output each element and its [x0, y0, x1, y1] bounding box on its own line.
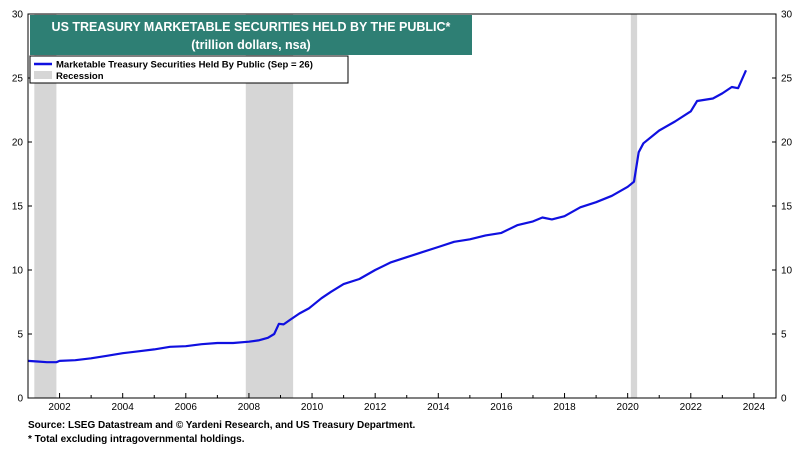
x-tick-label: 2022	[680, 402, 703, 413]
x-tick-label: 2006	[175, 402, 198, 413]
x-tick-label: 2004	[112, 402, 135, 413]
y-tick-label-left: 30	[12, 10, 24, 21]
recession-band	[630, 14, 638, 398]
x-tick-label: 2020	[617, 402, 640, 413]
x-tick-label: 2018	[553, 402, 576, 413]
recession-band	[34, 14, 57, 398]
y-tick-label-left: 10	[12, 266, 24, 277]
x-tick-label: 2002	[48, 402, 71, 413]
title-box: US TREASURY MARKETABLE SECURITIES HELD B…	[30, 15, 472, 55]
y-tick-label-right: 15	[781, 202, 793, 213]
y-tick-label-right: 25	[781, 74, 793, 85]
legend: Marketable Treasury Securities Held By P…	[29, 55, 349, 84]
y-tick-label-right: 10	[781, 266, 793, 277]
y-tick-label-left: 20	[12, 138, 24, 149]
y-tick-label-right: 20	[781, 138, 793, 149]
y-tick-label-right: 0	[781, 394, 787, 405]
x-tick-label: 2010	[301, 402, 324, 413]
chart-subtitle: (trillion dollars, nsa)	[191, 38, 310, 52]
x-tick-label: 2024	[743, 402, 766, 413]
series-line	[27, 69, 748, 364]
legend-label-series: Marketable Treasury Securities Held By P…	[56, 60, 313, 71]
y-tick-label-left: 0	[17, 394, 23, 405]
y-tick-label-left: 5	[17, 330, 23, 341]
title-background	[30, 15, 472, 55]
x-tick-label: 2008	[238, 402, 261, 413]
y-tick-label-right: 30	[781, 10, 793, 21]
x-tick-label: 2012	[364, 402, 387, 413]
chart-title: US TREASURY MARKETABLE SECURITIES HELD B…	[52, 20, 451, 34]
y-tick-label-left: 25	[12, 74, 24, 85]
y-tick-label-right: 5	[781, 330, 787, 341]
x-tick-label: 2014	[427, 402, 450, 413]
footnote-note: * Total excluding intragovernmental hold…	[28, 434, 245, 445]
y-tick-label-left: 15	[12, 202, 24, 213]
x-tick-label: 2016	[490, 402, 513, 413]
legend-recession-swatch	[34, 71, 52, 79]
legend-box	[29, 55, 349, 84]
footnote-source: Source: LSEG Datastream and © Yardeni Re…	[28, 420, 416, 431]
legend-label-recession: Recession	[56, 71, 104, 82]
series-layer	[27, 69, 748, 364]
